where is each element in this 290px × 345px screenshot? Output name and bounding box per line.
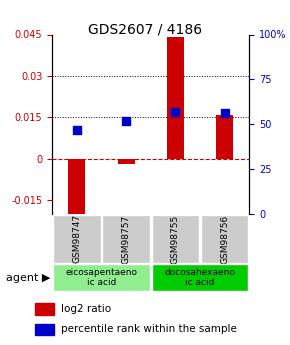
FancyBboxPatch shape <box>152 265 249 291</box>
Text: GSM98756: GSM98756 <box>220 214 229 264</box>
Point <box>222 111 227 116</box>
FancyBboxPatch shape <box>201 215 249 263</box>
Bar <box>68 159 86 214</box>
Text: GSM98747: GSM98747 <box>72 214 81 264</box>
Text: GDS2607 / 4186: GDS2607 / 4186 <box>88 22 202 37</box>
Bar <box>117 159 135 164</box>
Bar <box>35 324 54 335</box>
FancyBboxPatch shape <box>53 265 150 291</box>
FancyBboxPatch shape <box>152 215 199 263</box>
Text: percentile rank within the sample: percentile rank within the sample <box>61 324 237 334</box>
Text: agent ▶: agent ▶ <box>6 273 50 283</box>
Text: GSM98755: GSM98755 <box>171 214 180 264</box>
Text: eicosapentaeno
ic acid: eicosapentaeno ic acid <box>66 268 137 287</box>
Text: GSM98757: GSM98757 <box>122 214 131 264</box>
FancyBboxPatch shape <box>102 215 150 263</box>
FancyBboxPatch shape <box>53 215 101 263</box>
Bar <box>216 115 233 159</box>
Text: docosahexaeno
ic acid: docosahexaeno ic acid <box>165 268 235 287</box>
Point <box>124 118 128 124</box>
Point <box>173 109 178 115</box>
Bar <box>35 304 54 315</box>
Text: log2 ratio: log2 ratio <box>61 304 112 314</box>
Bar <box>167 37 184 159</box>
Point <box>75 127 79 132</box>
